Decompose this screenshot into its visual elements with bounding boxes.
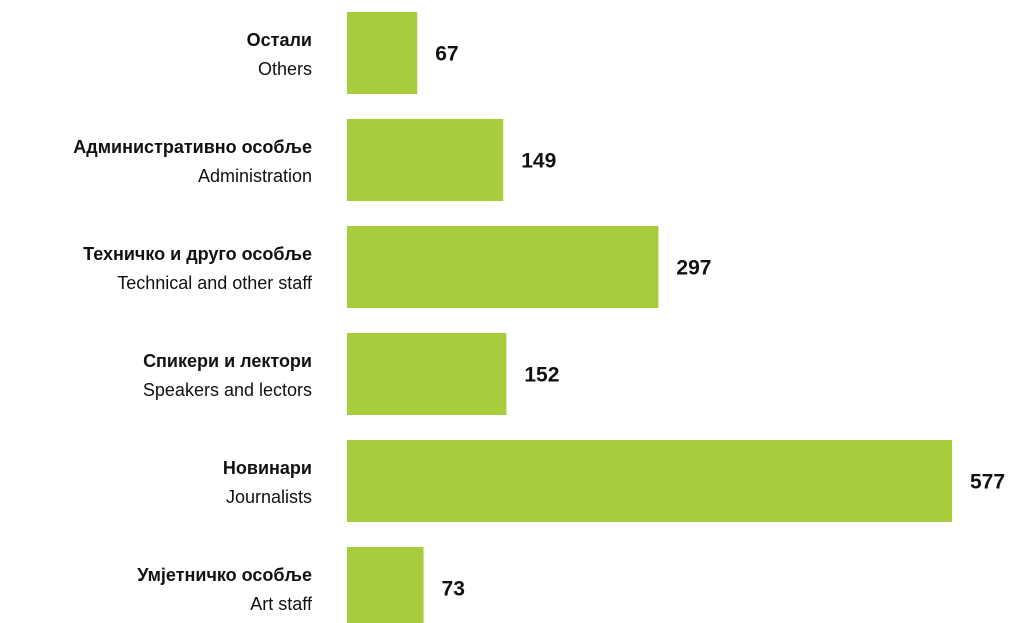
category-label: Техничко и друго особље (83, 244, 312, 264)
category-label: Спикери и лектори (143, 351, 312, 371)
category-label: Административно особље (73, 137, 312, 157)
value-label: 149 (521, 150, 556, 173)
category-label-en: Journalists (226, 487, 312, 507)
value-label: 577 (970, 471, 1005, 494)
value-label: 73 (442, 578, 465, 601)
value-label: 152 (524, 364, 559, 387)
value-label: 67 (435, 43, 458, 66)
bar (347, 333, 507, 415)
category-label: Умјетничко особље (137, 565, 312, 585)
bar (347, 226, 659, 308)
category-label: Новинари (223, 458, 312, 478)
category-label-en: Art staff (250, 594, 313, 614)
value-label: 297 (676, 257, 711, 280)
category-label-en: Administration (198, 166, 312, 186)
category-label: Остали (247, 30, 312, 50)
category-label-en: Technical and other staff (117, 273, 313, 293)
bar (347, 547, 424, 623)
bar (347, 12, 418, 94)
category-label-en: Others (258, 59, 312, 79)
bar (347, 119, 504, 201)
bar (347, 440, 952, 522)
category-label-en: Speakers and lectors (143, 380, 312, 400)
